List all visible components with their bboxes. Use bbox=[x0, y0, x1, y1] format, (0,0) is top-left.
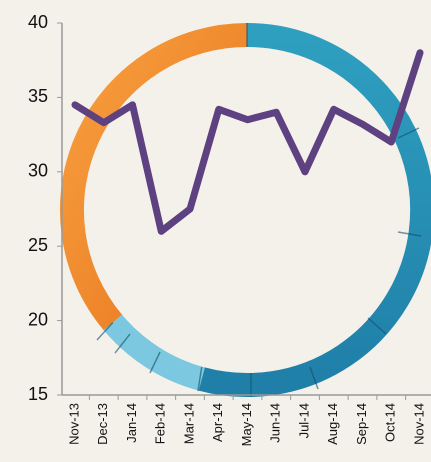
chart: 15 20 25 30 35 40 Nov-13 Dec-13 Jan-14 Feb-14 Mar-… bbox=[0, 0, 431, 462]
y-tick-label: 15 bbox=[28, 384, 48, 404]
x-tick-label: Oct-14 bbox=[383, 403, 398, 442]
y-tick-label: 25 bbox=[28, 235, 48, 255]
x-tick-label: Jul-14 bbox=[296, 403, 311, 438]
y-tick-label: 30 bbox=[28, 161, 48, 181]
x-tick-label: Jan-14 bbox=[124, 403, 139, 443]
x-tick-label: May-14 bbox=[239, 403, 254, 446]
x-tick-label: Feb-14 bbox=[153, 403, 168, 444]
y-tick-label: 35 bbox=[28, 86, 48, 106]
x-tick-label: Sep-14 bbox=[354, 403, 369, 445]
x-tick-label: Dec-13 bbox=[95, 403, 110, 445]
y-tick-label: 20 bbox=[28, 309, 48, 329]
y-tick-label: 40 bbox=[28, 12, 48, 32]
x-tick-label: Mar-14 bbox=[181, 403, 196, 444]
x-tick-label: Aug-14 bbox=[325, 403, 340, 445]
x-tick-label: Nov-13 bbox=[66, 403, 81, 445]
x-tick-label: Nov-14 bbox=[411, 403, 426, 445]
x-tick-label: Jun-14 bbox=[268, 403, 283, 443]
decorative-ring bbox=[72, 23, 422, 397]
x-tick-label: Apr-14 bbox=[210, 403, 225, 442]
